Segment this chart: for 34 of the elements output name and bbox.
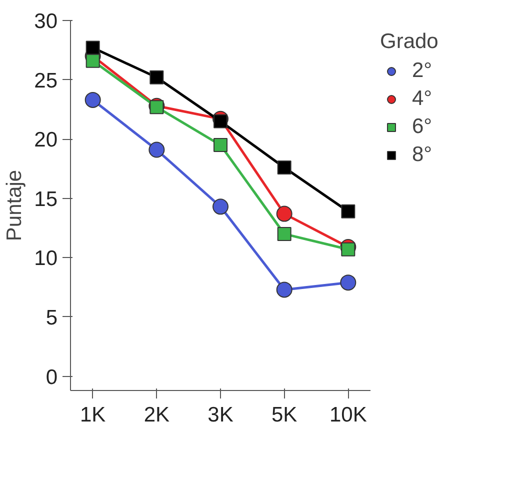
x-tick-label: 10K xyxy=(329,404,367,426)
point xyxy=(276,206,292,222)
legend-label: 2° xyxy=(412,59,432,83)
point xyxy=(86,54,100,68)
point xyxy=(277,160,292,175)
legend-label: 8° xyxy=(412,143,432,167)
y-tick-label: 0 xyxy=(46,366,58,389)
point xyxy=(277,226,292,241)
point xyxy=(341,242,356,256)
legend-title: Grado xyxy=(380,30,438,54)
point xyxy=(212,198,228,215)
point xyxy=(214,138,228,152)
y-tick-label: 15 xyxy=(34,188,58,211)
y-tick-label: 10 xyxy=(34,247,58,270)
x-tick-label: 3K xyxy=(208,404,234,426)
y-tick-label: 20 xyxy=(34,128,58,152)
y-tick-label: 5 xyxy=(46,306,58,330)
point xyxy=(86,40,100,55)
point xyxy=(276,282,292,298)
point xyxy=(150,70,164,84)
x-tick-label: 2K xyxy=(144,404,170,426)
y-axis-title: Puntaje xyxy=(3,170,26,242)
x-tick-label: 5K xyxy=(271,404,298,426)
legend-label: 6° xyxy=(412,115,432,139)
point xyxy=(150,100,164,114)
x-tick-label: 1K xyxy=(80,404,106,426)
point xyxy=(148,142,165,158)
y-tick-label: 25 xyxy=(34,69,58,92)
point xyxy=(340,274,356,291)
y-tick-label: 30 xyxy=(34,10,58,33)
point xyxy=(84,92,101,108)
point xyxy=(214,114,228,128)
legend-label: 4° xyxy=(412,87,432,111)
point xyxy=(341,204,356,218)
